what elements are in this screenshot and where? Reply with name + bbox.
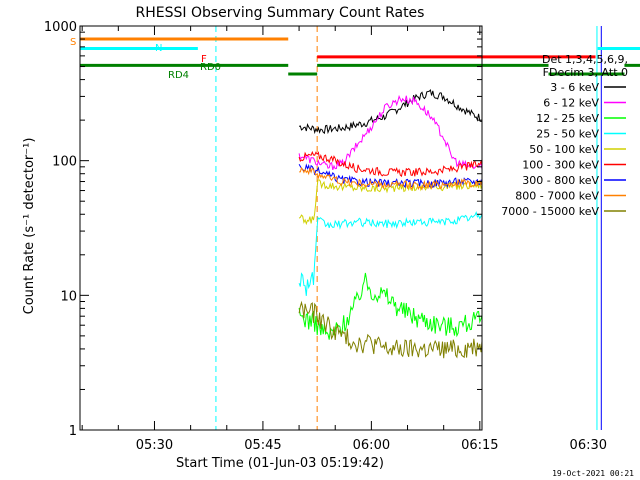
y-tick-label-10: 10	[60, 289, 77, 304]
series-7	[299, 166, 482, 191]
legend-header-1: FDecim 3, Att 0	[543, 66, 628, 79]
x-axis-label: Start Time (01-Jun-03 05:19:42)	[176, 456, 384, 471]
series-line-8	[298, 300, 482, 359]
chart-title: RHESSI Observing Summary Count Rates	[136, 5, 425, 21]
y-axis-label: Count Rate (s⁻¹ detector⁻¹)	[22, 138, 37, 315]
legend-label-0: 3 - 6 keV	[550, 81, 599, 94]
annotation-rd4: RD4	[168, 70, 189, 81]
legend: Det 1,3,4,5,6,9,FDecim 3, Att 0 3 - 6 keV…	[501, 53, 628, 218]
x-tick-label-0600: 06:00	[353, 438, 390, 453]
series-line-2	[298, 272, 482, 340]
series-3	[298, 211, 482, 296]
y-tick-label-1: 1	[69, 424, 77, 439]
legend-label-2: 12 - 25 keV	[536, 112, 599, 125]
x-tick-label-0545: 05:45	[244, 438, 281, 453]
timestamp: 19-Oct-2021 00:21	[552, 469, 634, 478]
legend-label-5: 100 - 300 keV	[522, 159, 599, 172]
plot-frame	[79, 25, 483, 431]
legend-label-4: 50 - 100 keV	[529, 143, 599, 156]
series-8	[298, 300, 482, 359]
x-tick-label-0615: 06:15	[461, 438, 498, 453]
series-line-3	[298, 211, 482, 296]
annotation-rd0: RD0	[200, 62, 221, 73]
legend-label-6: 300 - 800 keV	[522, 174, 599, 187]
legend-label-1: 6 - 12 keV	[543, 97, 599, 110]
annotation-n: N	[155, 43, 162, 54]
legend-label-7: 800 - 7000 keV	[515, 190, 599, 203]
series-line-4	[298, 179, 482, 226]
series-line-7	[299, 166, 482, 191]
series-line-6	[298, 163, 482, 189]
annotation-f: F	[201, 54, 207, 65]
legend-label-8: 7000 - 15000 keV	[501, 205, 599, 218]
series-4	[298, 179, 482, 226]
series-0	[298, 88, 482, 135]
annotation-s: S	[70, 37, 76, 48]
y-tick-label-100: 100	[52, 155, 77, 170]
x-tick-label-0530: 05:30	[136, 438, 173, 453]
legend-header-0: Det 1,3,4,5,6,9,	[542, 53, 628, 66]
series-6	[298, 163, 482, 189]
series-2	[298, 272, 482, 340]
series-line-5	[298, 150, 482, 178]
legend-label-3: 25 - 50 keV	[536, 128, 599, 141]
y-tick-label-1000: 1000	[44, 20, 77, 35]
series-line-0	[298, 88, 482, 135]
series-5	[298, 150, 482, 178]
x-tick-label-0630: 06:30	[570, 438, 607, 453]
